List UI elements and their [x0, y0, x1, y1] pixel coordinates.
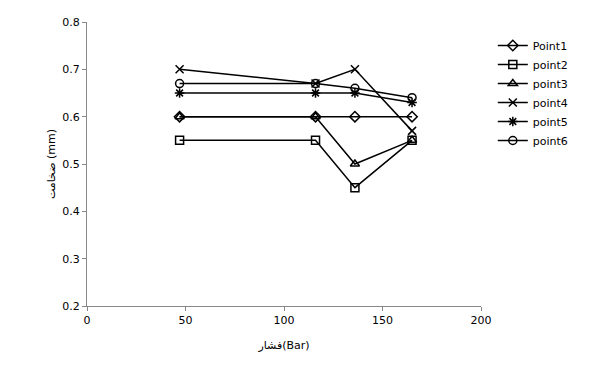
svg-text:200: 200: [471, 314, 492, 327]
svg-text:0.4: 0.4: [62, 205, 80, 218]
svg-text:0.5: 0.5: [62, 158, 80, 171]
svg-text:فشار(Bar): فشار(Bar): [257, 339, 309, 352]
svg-text:0.8: 0.8: [62, 16, 80, 29]
svg-text:100: 100: [274, 314, 295, 327]
svg-text:ضخامت (mm): ضخامت (mm): [45, 129, 58, 199]
svg-text:0.3: 0.3: [62, 253, 80, 266]
svg-text:150: 150: [372, 314, 393, 327]
svg-text:point2: point2: [533, 59, 568, 72]
svg-text:point4: point4: [533, 97, 568, 110]
svg-text:point6: point6: [533, 135, 568, 148]
svg-text:0.6: 0.6: [62, 111, 80, 124]
svg-text:point5: point5: [533, 116, 568, 129]
svg-text:Point1: Point1: [533, 40, 567, 53]
svg-text:point3: point3: [533, 78, 568, 91]
svg-text:0.2: 0.2: [62, 300, 80, 313]
svg-text:50: 50: [179, 314, 193, 327]
svg-text:0: 0: [84, 314, 91, 327]
svg-text:0.7: 0.7: [62, 63, 80, 76]
